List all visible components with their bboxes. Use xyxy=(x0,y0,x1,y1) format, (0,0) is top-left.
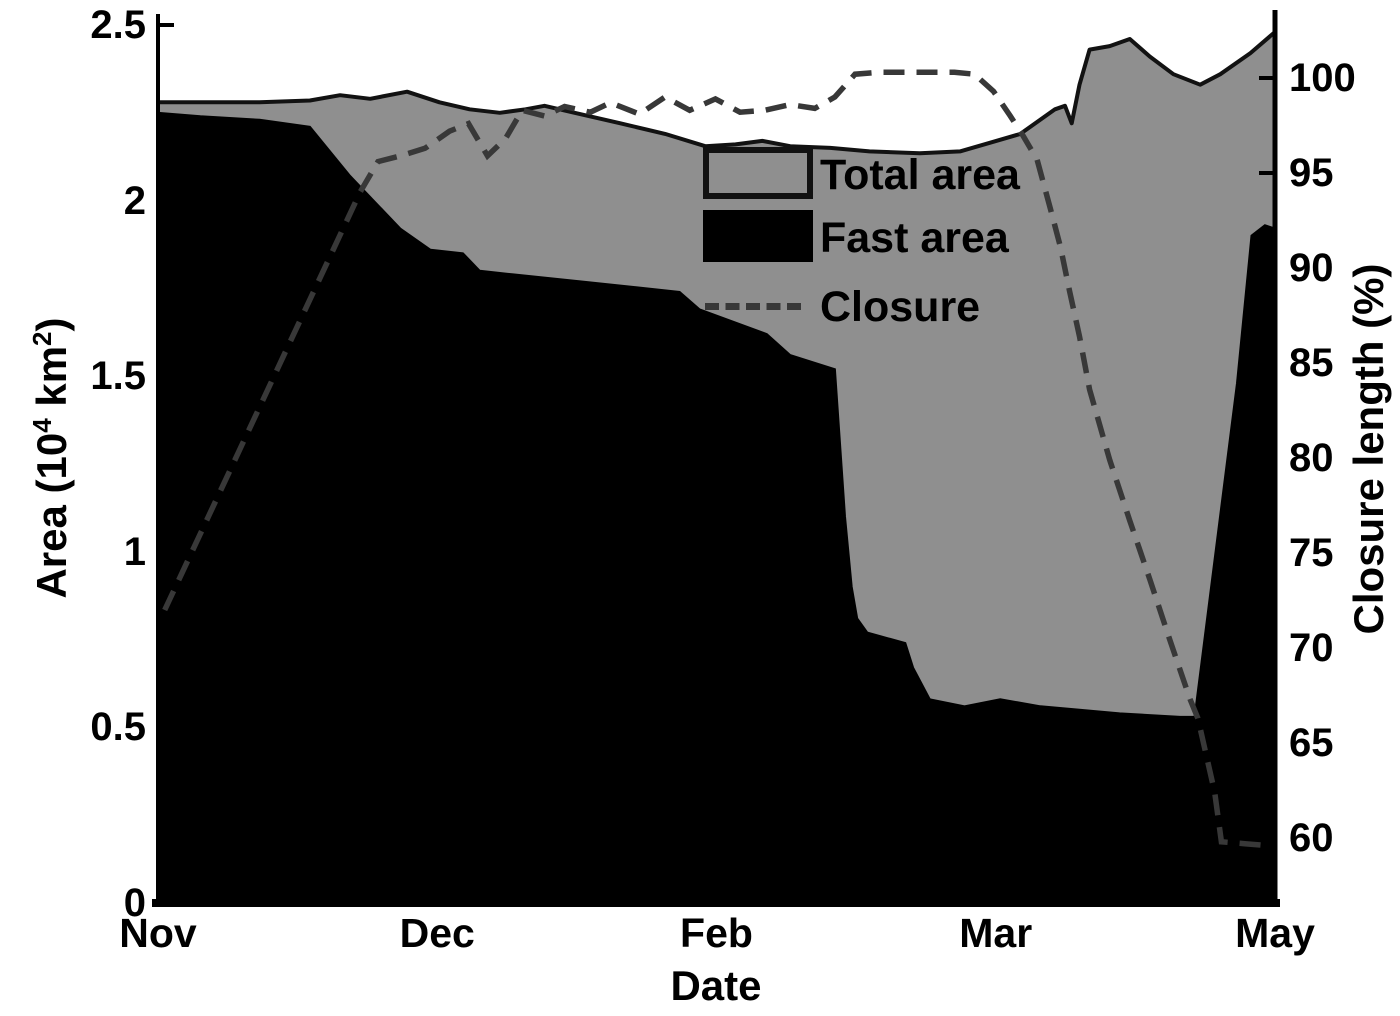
legend: Total area Fast area Closure xyxy=(703,147,1043,337)
y-right-tick-label: 90 xyxy=(1289,246,1334,290)
y-axis-label-right: Closure length (%) xyxy=(1345,263,1392,635)
x-tick-label: Mar xyxy=(959,910,1033,956)
y-right-tick-label: 65 xyxy=(1289,721,1334,765)
y-left-tick-label: 0 xyxy=(123,881,146,925)
legend-label-fast-area: Fast area xyxy=(820,214,1009,262)
x-tick-label: Nov xyxy=(119,910,197,956)
x-tick-label: Feb xyxy=(680,910,753,956)
y-left-tick-label: 1 xyxy=(123,529,146,574)
y-right-tick-label: 70 xyxy=(1289,626,1334,670)
y-left-tick-label: 0.5 xyxy=(90,705,146,750)
x-tick-label: May xyxy=(1235,910,1315,956)
y-right-tick-label: 75 xyxy=(1289,531,1334,575)
y-right-tick-label: 95 xyxy=(1289,151,1334,195)
y-left-label-sup-4: 4 xyxy=(27,418,57,433)
y-left-tick-label: 2.5 xyxy=(90,3,146,47)
y-right-tick-label: 60 xyxy=(1289,816,1334,860)
legend-swatch-closure-dashed-line xyxy=(705,303,801,310)
legend-label-closure: Closure xyxy=(820,283,981,331)
y-left-label-sup-2: 2 xyxy=(27,331,57,346)
y-left-label-text: Area (10 xyxy=(28,432,75,599)
legend-label-total-area: Total area xyxy=(820,151,1020,199)
closure-series xyxy=(162,69,1269,849)
y-right-tick-label: 100 xyxy=(1289,56,1356,100)
y-left-label-post: ) xyxy=(28,317,75,332)
y-left-tick-label: 2 xyxy=(123,178,146,223)
legend-swatch-fast-area xyxy=(703,210,813,262)
y-right-tick-label: 85 xyxy=(1289,341,1334,385)
legend-swatch-total-area xyxy=(703,147,813,199)
x-tick-label: Dec xyxy=(399,910,475,956)
x-axis-label: Date xyxy=(670,962,762,1009)
y-axis-label-left: Area (104 km2) xyxy=(17,246,75,670)
y-right-tick-label: 80 xyxy=(1289,436,1334,480)
y-left-tick-label: 1.5 xyxy=(90,354,146,399)
